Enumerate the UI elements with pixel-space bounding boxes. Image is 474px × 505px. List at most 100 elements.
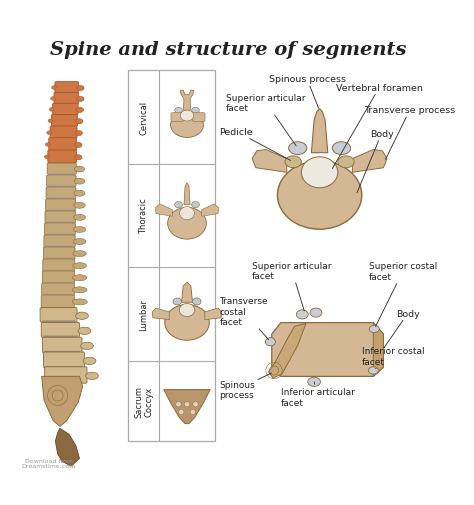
FancyBboxPatch shape: [43, 336, 78, 339]
FancyBboxPatch shape: [41, 323, 80, 338]
FancyBboxPatch shape: [192, 114, 205, 122]
Ellipse shape: [75, 156, 82, 161]
FancyBboxPatch shape: [45, 282, 73, 285]
FancyBboxPatch shape: [46, 367, 82, 369]
Polygon shape: [55, 428, 80, 466]
Ellipse shape: [76, 313, 88, 320]
FancyBboxPatch shape: [43, 260, 75, 272]
Ellipse shape: [73, 215, 85, 221]
Ellipse shape: [77, 97, 84, 102]
Ellipse shape: [310, 309, 322, 318]
Text: Superior articular
facet: Superior articular facet: [252, 261, 332, 311]
FancyBboxPatch shape: [47, 164, 76, 175]
Ellipse shape: [180, 111, 194, 122]
Polygon shape: [180, 91, 194, 111]
Text: Inferior articular
facet: Inferior articular facet: [281, 382, 355, 407]
Polygon shape: [182, 283, 192, 302]
FancyBboxPatch shape: [44, 294, 72, 297]
Polygon shape: [42, 377, 82, 427]
FancyBboxPatch shape: [46, 187, 76, 199]
Ellipse shape: [191, 202, 200, 209]
FancyBboxPatch shape: [49, 138, 76, 151]
FancyBboxPatch shape: [48, 197, 73, 200]
FancyBboxPatch shape: [44, 352, 84, 368]
Ellipse shape: [73, 227, 86, 233]
Polygon shape: [152, 309, 169, 320]
Text: Superior costal
facet: Superior costal facet: [369, 262, 437, 327]
Text: Spinous process: Spinous process: [269, 75, 346, 109]
Ellipse shape: [165, 305, 210, 340]
Text: Pedicle: Pedicle: [219, 128, 291, 161]
Ellipse shape: [301, 158, 338, 188]
Ellipse shape: [174, 108, 182, 114]
Ellipse shape: [265, 338, 275, 346]
Polygon shape: [205, 309, 222, 320]
Ellipse shape: [180, 207, 194, 220]
FancyBboxPatch shape: [46, 258, 73, 261]
Ellipse shape: [76, 120, 83, 125]
Ellipse shape: [73, 239, 86, 245]
Ellipse shape: [74, 179, 85, 185]
Ellipse shape: [296, 310, 308, 319]
Polygon shape: [352, 150, 387, 173]
Ellipse shape: [179, 304, 195, 317]
Polygon shape: [374, 323, 383, 377]
Text: Vertebral foramen: Vertebral foramen: [332, 83, 423, 169]
Bar: [128, 71, 215, 441]
Polygon shape: [269, 324, 306, 378]
Ellipse shape: [48, 120, 53, 123]
FancyBboxPatch shape: [48, 150, 76, 164]
FancyBboxPatch shape: [45, 212, 75, 223]
Ellipse shape: [369, 326, 379, 333]
Text: Download from
Dreamstime.com: Download from Dreamstime.com: [21, 458, 76, 469]
Ellipse shape: [73, 287, 87, 293]
FancyBboxPatch shape: [46, 176, 76, 187]
Text: Lumbar: Lumbar: [139, 298, 148, 330]
Ellipse shape: [192, 298, 201, 306]
Ellipse shape: [47, 132, 52, 135]
Ellipse shape: [73, 275, 87, 281]
Ellipse shape: [76, 108, 83, 113]
Circle shape: [190, 410, 196, 415]
Ellipse shape: [77, 86, 84, 91]
Ellipse shape: [73, 251, 86, 257]
FancyBboxPatch shape: [53, 104, 78, 116]
Ellipse shape: [191, 108, 200, 114]
Circle shape: [176, 402, 181, 407]
FancyBboxPatch shape: [54, 93, 79, 105]
Ellipse shape: [289, 142, 307, 155]
Text: Thoracic: Thoracic: [139, 198, 148, 234]
Text: Cervical: Cervical: [139, 101, 148, 135]
Ellipse shape: [52, 86, 56, 90]
FancyBboxPatch shape: [47, 234, 73, 236]
Text: Spinous
process: Spinous process: [219, 373, 272, 399]
Ellipse shape: [81, 342, 93, 350]
Polygon shape: [311, 109, 328, 154]
Ellipse shape: [78, 328, 91, 335]
Ellipse shape: [285, 157, 301, 168]
Polygon shape: [272, 323, 383, 377]
FancyBboxPatch shape: [42, 271, 75, 284]
FancyBboxPatch shape: [45, 270, 73, 273]
Polygon shape: [202, 205, 219, 217]
Ellipse shape: [72, 299, 87, 305]
Polygon shape: [252, 150, 287, 173]
Text: Spine and structure of segments: Spine and structure of segments: [50, 41, 407, 59]
Ellipse shape: [74, 203, 85, 209]
FancyBboxPatch shape: [52, 115, 77, 127]
FancyBboxPatch shape: [49, 185, 74, 188]
Ellipse shape: [45, 156, 49, 159]
Text: Superior articular
facet: Superior articular facet: [226, 94, 306, 146]
FancyBboxPatch shape: [48, 210, 73, 212]
FancyBboxPatch shape: [42, 321, 75, 323]
FancyBboxPatch shape: [41, 295, 74, 308]
Ellipse shape: [277, 162, 362, 230]
FancyBboxPatch shape: [55, 82, 79, 93]
Text: Transverse process: Transverse process: [364, 106, 456, 160]
FancyBboxPatch shape: [45, 367, 87, 383]
Ellipse shape: [51, 97, 55, 101]
FancyBboxPatch shape: [47, 222, 73, 224]
Ellipse shape: [49, 109, 54, 112]
Circle shape: [193, 402, 198, 407]
Text: Inferior costal
facet: Inferior costal facet: [362, 346, 424, 369]
